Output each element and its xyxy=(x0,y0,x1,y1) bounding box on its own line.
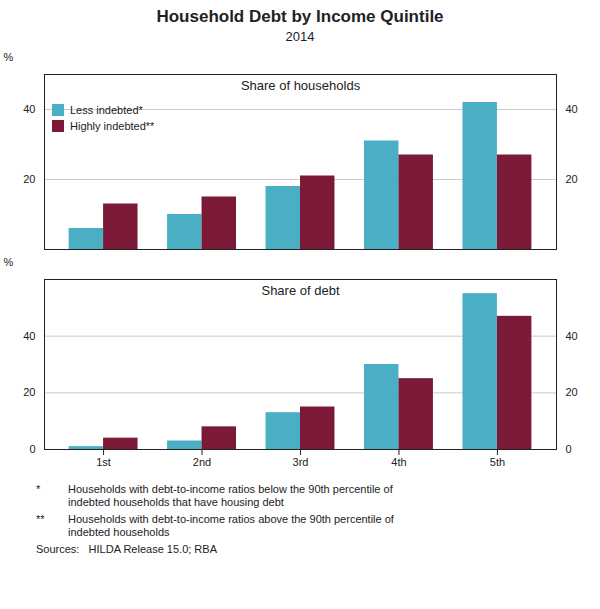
svg-text:%: % xyxy=(4,256,14,268)
svg-text:2nd: 2nd xyxy=(193,456,211,468)
svg-text:40: 40 xyxy=(23,330,35,342)
svg-text:20: 20 xyxy=(566,173,578,185)
svg-text:0: 0 xyxy=(566,443,572,455)
svg-text:40: 40 xyxy=(566,103,578,115)
svg-text:20: 20 xyxy=(23,386,35,398)
svg-text:40: 40 xyxy=(566,330,578,342)
svg-text:%: % xyxy=(4,51,14,63)
html-text:Household Debt by Income Quint: Household Debt by Income Quintile xyxy=(156,7,444,26)
svg-text:Share of debt: Share of debt xyxy=(261,283,339,298)
svg-text:4th: 4th xyxy=(391,456,406,468)
svg-text:3rd: 3rd xyxy=(293,456,309,468)
svg-text:20: 20 xyxy=(23,173,35,185)
html-text:Sources: HILDA Release 15.0; R: Sources: HILDA Release 15.0; RBA xyxy=(36,543,217,555)
svg-text:1st: 1st xyxy=(96,456,111,468)
svg-text:0: 0 xyxy=(29,443,35,455)
html-text:Less indebted*: Less indebted* xyxy=(70,104,143,116)
svg-text:5th: 5th xyxy=(490,456,505,468)
svg-text:Share of households: Share of households xyxy=(241,78,361,93)
svg-text:40: 40 xyxy=(23,103,35,115)
html-text:2014: 2014 xyxy=(285,29,315,44)
html-text:Households with debt-to-income: Households with debt-to-income ratios be… xyxy=(68,483,393,508)
svg-text:20: 20 xyxy=(566,386,578,398)
html-text:Households with debt-to-income: Households with debt-to-income ratios ab… xyxy=(68,513,394,538)
html-text:Highly indebted**: Highly indebted** xyxy=(70,120,155,132)
